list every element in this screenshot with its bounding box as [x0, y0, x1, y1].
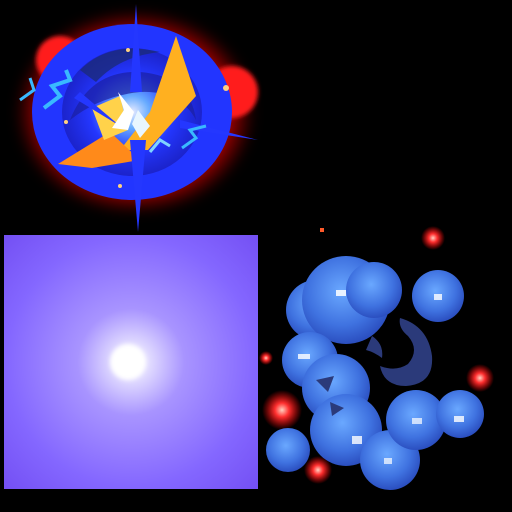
burst-lightning — [181, 124, 207, 150]
burst-lightning — [148, 138, 171, 153]
burst-lightning — [42, 69, 73, 110]
burst-spike — [180, 120, 258, 140]
burst-dark-swirl — [80, 48, 160, 82]
burst-spike — [130, 4, 142, 92]
burst-lightning — [19, 77, 36, 102]
burst-flame-core — [120, 36, 196, 150]
burst-ember-dot — [126, 48, 130, 52]
ember-glow — [304, 456, 332, 484]
burst-white-spark — [112, 92, 134, 130]
glow-tile-hotspot — [110, 344, 146, 380]
ember-glow — [421, 226, 445, 250]
bubble — [346, 262, 402, 318]
ember-speck — [320, 228, 324, 232]
bubble — [266, 428, 310, 472]
bubble-highlight — [384, 458, 392, 464]
bubble-smoke-cluster-icon — [259, 226, 494, 490]
bubble — [436, 390, 484, 438]
burst-spike — [130, 140, 146, 232]
burst-ember-dot — [118, 184, 122, 188]
bubble-highlight — [336, 290, 346, 296]
burst-flame-core — [58, 132, 140, 168]
dark-shard — [330, 402, 344, 416]
burst-ember-dot — [223, 85, 229, 91]
radial-glow-tile-icon — [4, 235, 258, 489]
burst-spike — [74, 92, 120, 126]
bubble-highlight — [352, 436, 362, 444]
smoke-ring-shadow — [380, 318, 433, 386]
ember-glow — [262, 390, 302, 430]
energy-burst-explosion-icon — [15, 4, 258, 232]
bubble-highlight — [454, 416, 464, 422]
bubble-highlight — [298, 354, 310, 359]
bubble-highlight — [434, 294, 442, 300]
bubble-highlight — [412, 418, 422, 424]
ember-glow — [259, 351, 273, 365]
burst-white-spark — [132, 110, 150, 138]
ember-glow — [466, 364, 494, 392]
smoke-ring-shadow — [366, 336, 383, 358]
burst-ember-dot — [64, 120, 68, 124]
dark-shard — [316, 376, 334, 392]
